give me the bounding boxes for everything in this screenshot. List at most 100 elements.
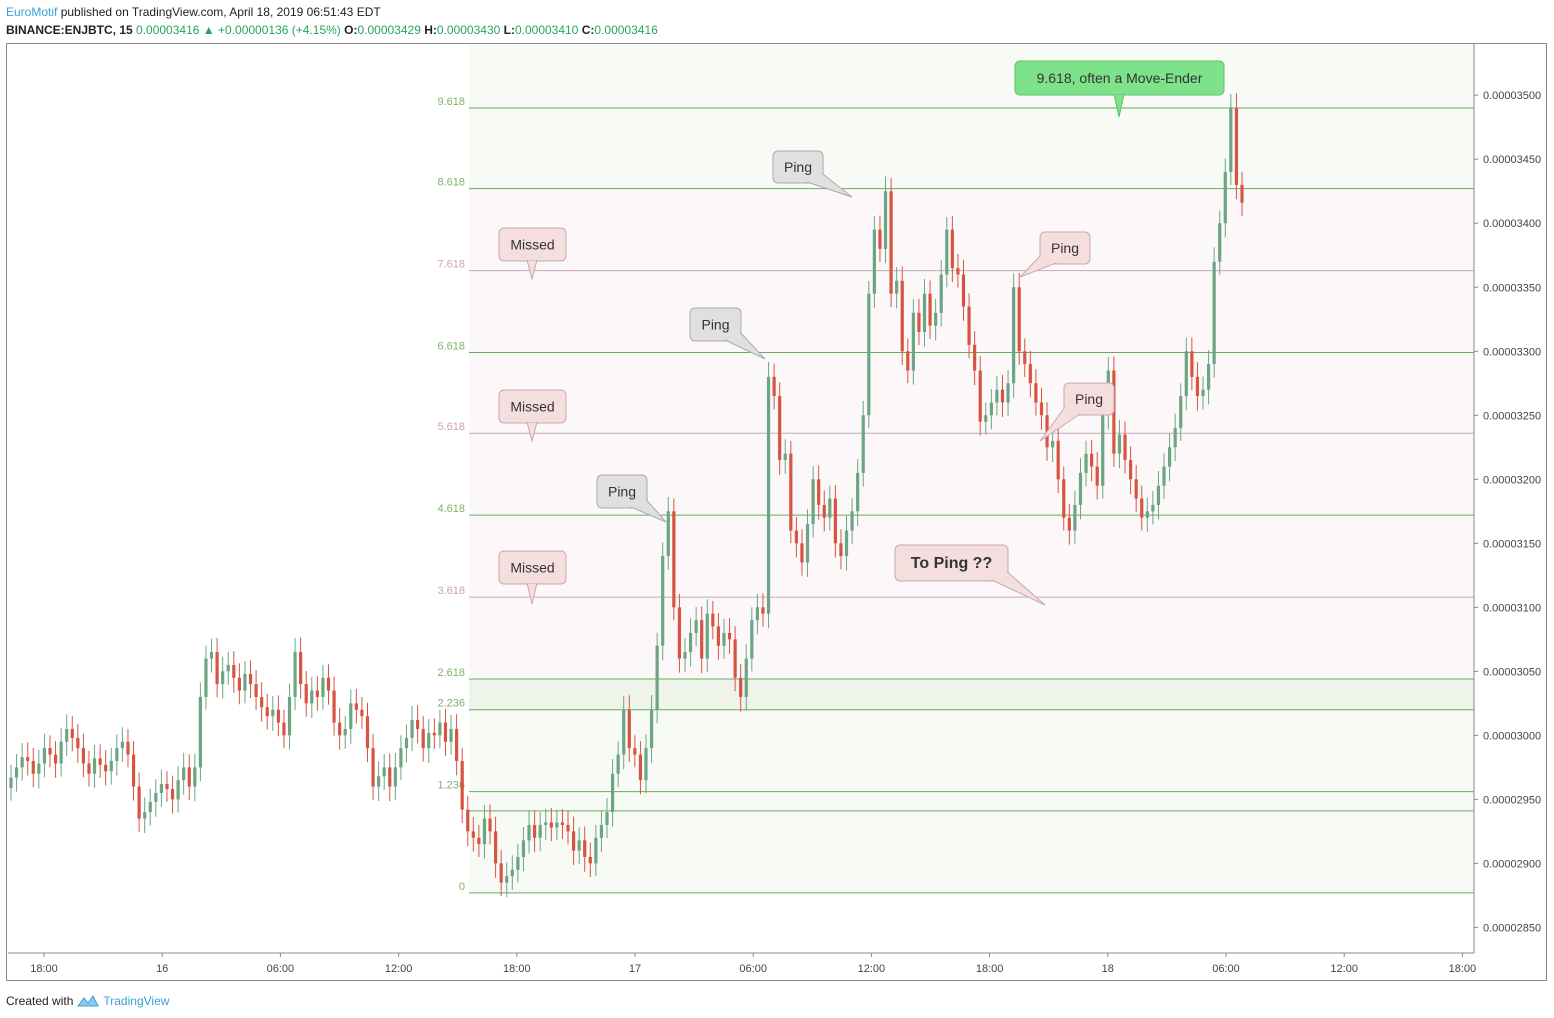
candle-body bbox=[733, 639, 737, 678]
candle-body bbox=[243, 673, 247, 691]
price-tick-label: 0.00003350 bbox=[1483, 282, 1541, 294]
candle-body bbox=[616, 754, 620, 774]
candle-body bbox=[1095, 466, 1099, 486]
price-tick-label: 0.00003400 bbox=[1483, 218, 1541, 230]
candle-body bbox=[599, 824, 604, 838]
candle-body bbox=[549, 822, 553, 828]
candle-body bbox=[20, 757, 24, 768]
candle-body bbox=[271, 709, 275, 717]
callout-fill bbox=[500, 391, 565, 422]
candle-body bbox=[1140, 498, 1144, 518]
candle-body bbox=[282, 722, 286, 736]
callout-bubble: 9.618, often a Move-Ender bbox=[1014, 60, 1225, 118]
candle-body bbox=[739, 677, 743, 697]
candle-body bbox=[772, 376, 776, 397]
candle-body bbox=[1179, 396, 1183, 429]
candle-body bbox=[477, 837, 481, 845]
candle-body bbox=[560, 822, 565, 825]
candle-body bbox=[850, 511, 854, 531]
candle-body bbox=[800, 543, 804, 563]
time-tick-label: 12:00 bbox=[385, 963, 413, 975]
candle-body bbox=[705, 613, 709, 659]
candle-body bbox=[844, 530, 849, 557]
created-with-label: Created with bbox=[6, 994, 74, 1008]
candle-body bbox=[471, 831, 475, 838]
candle-body bbox=[287, 696, 292, 736]
last-price: 0.00003416 bbox=[136, 23, 200, 37]
candle-body bbox=[170, 789, 175, 800]
candle-body bbox=[956, 268, 960, 275]
publish-line: EuroMotif published on TradingView.com, … bbox=[6, 5, 381, 19]
time-tick-label: 18 bbox=[1102, 963, 1114, 975]
fib-band bbox=[469, 810, 1474, 893]
low-value: 0.00003410 bbox=[514, 23, 579, 37]
candle-body bbox=[53, 754, 58, 764]
callout-bubble: Ping bbox=[1039, 382, 1115, 442]
candle-body bbox=[532, 824, 537, 838]
candle-body bbox=[744, 658, 748, 697]
callout-text: Missed bbox=[510, 237, 554, 253]
price-tick-label: 0.00003300 bbox=[1483, 346, 1541, 358]
candle-body bbox=[488, 818, 492, 832]
candle-body bbox=[1012, 287, 1016, 384]
candle-body bbox=[872, 229, 876, 294]
candle-body bbox=[794, 530, 798, 544]
candle-body bbox=[455, 728, 459, 761]
candle-body bbox=[805, 524, 810, 563]
candle-body bbox=[120, 741, 125, 749]
callout-bubble: Missed bbox=[498, 389, 567, 443]
candle-body bbox=[861, 415, 865, 473]
callout-bubble: To Ping ?? bbox=[894, 544, 1046, 606]
candle-body bbox=[109, 760, 113, 772]
candle-body bbox=[1067, 517, 1071, 531]
candle-body bbox=[9, 777, 13, 788]
callout-text: Ping bbox=[701, 317, 729, 333]
candle-body bbox=[1218, 223, 1222, 262]
candle-body bbox=[265, 707, 269, 717]
candle-body bbox=[204, 658, 208, 697]
candle-body bbox=[644, 748, 648, 781]
tradingview-link[interactable]: TradingView bbox=[103, 994, 170, 1008]
fib-label: 9.618 bbox=[437, 96, 465, 108]
author-link[interactable]: EuroMotif bbox=[6, 5, 58, 19]
candle-body bbox=[661, 556, 665, 646]
candle-body bbox=[683, 652, 687, 659]
candle-body bbox=[633, 748, 637, 755]
candle-body bbox=[87, 763, 91, 774]
candle-body bbox=[989, 402, 993, 416]
candle-body bbox=[856, 472, 860, 512]
callout-fill bbox=[500, 229, 565, 260]
callout-text: 9.618, often a Move-Ender bbox=[1037, 70, 1203, 86]
candle-body bbox=[382, 767, 386, 777]
candle-body bbox=[443, 722, 448, 742]
candle-body bbox=[193, 767, 197, 787]
candle-body bbox=[371, 748, 375, 787]
time-tick-label: 18:00 bbox=[976, 963, 1004, 975]
candle-body bbox=[716, 626, 721, 646]
symbol-name: BINANCE:ENJBTC, 15 bbox=[6, 23, 133, 37]
candle-body bbox=[143, 812, 147, 819]
callout-fill bbox=[1041, 233, 1089, 263]
callout-text: Ping bbox=[1075, 391, 1103, 407]
candle-body bbox=[148, 801, 152, 813]
candle-body bbox=[42, 748, 47, 764]
candle-body bbox=[521, 840, 526, 857]
candle-body bbox=[1073, 504, 1077, 531]
open-value: 0.00003429 bbox=[357, 23, 421, 37]
candle-body bbox=[649, 709, 654, 749]
time-tick-label: 18:00 bbox=[30, 963, 58, 975]
candle-body bbox=[310, 690, 314, 704]
candle-body bbox=[393, 767, 397, 787]
price-tick-label: 0.00003000 bbox=[1483, 730, 1541, 742]
candle-body bbox=[326, 677, 331, 691]
close-label: C: bbox=[581, 23, 595, 37]
fib-label: 3.618 bbox=[437, 585, 465, 597]
callout-bubble: Ping bbox=[596, 474, 667, 523]
candle-body bbox=[906, 351, 910, 371]
candle-body bbox=[766, 376, 771, 614]
candle-body bbox=[494, 831, 498, 864]
candle-body bbox=[159, 784, 163, 793]
candle-body bbox=[338, 722, 342, 736]
candle-body bbox=[1101, 415, 1105, 486]
